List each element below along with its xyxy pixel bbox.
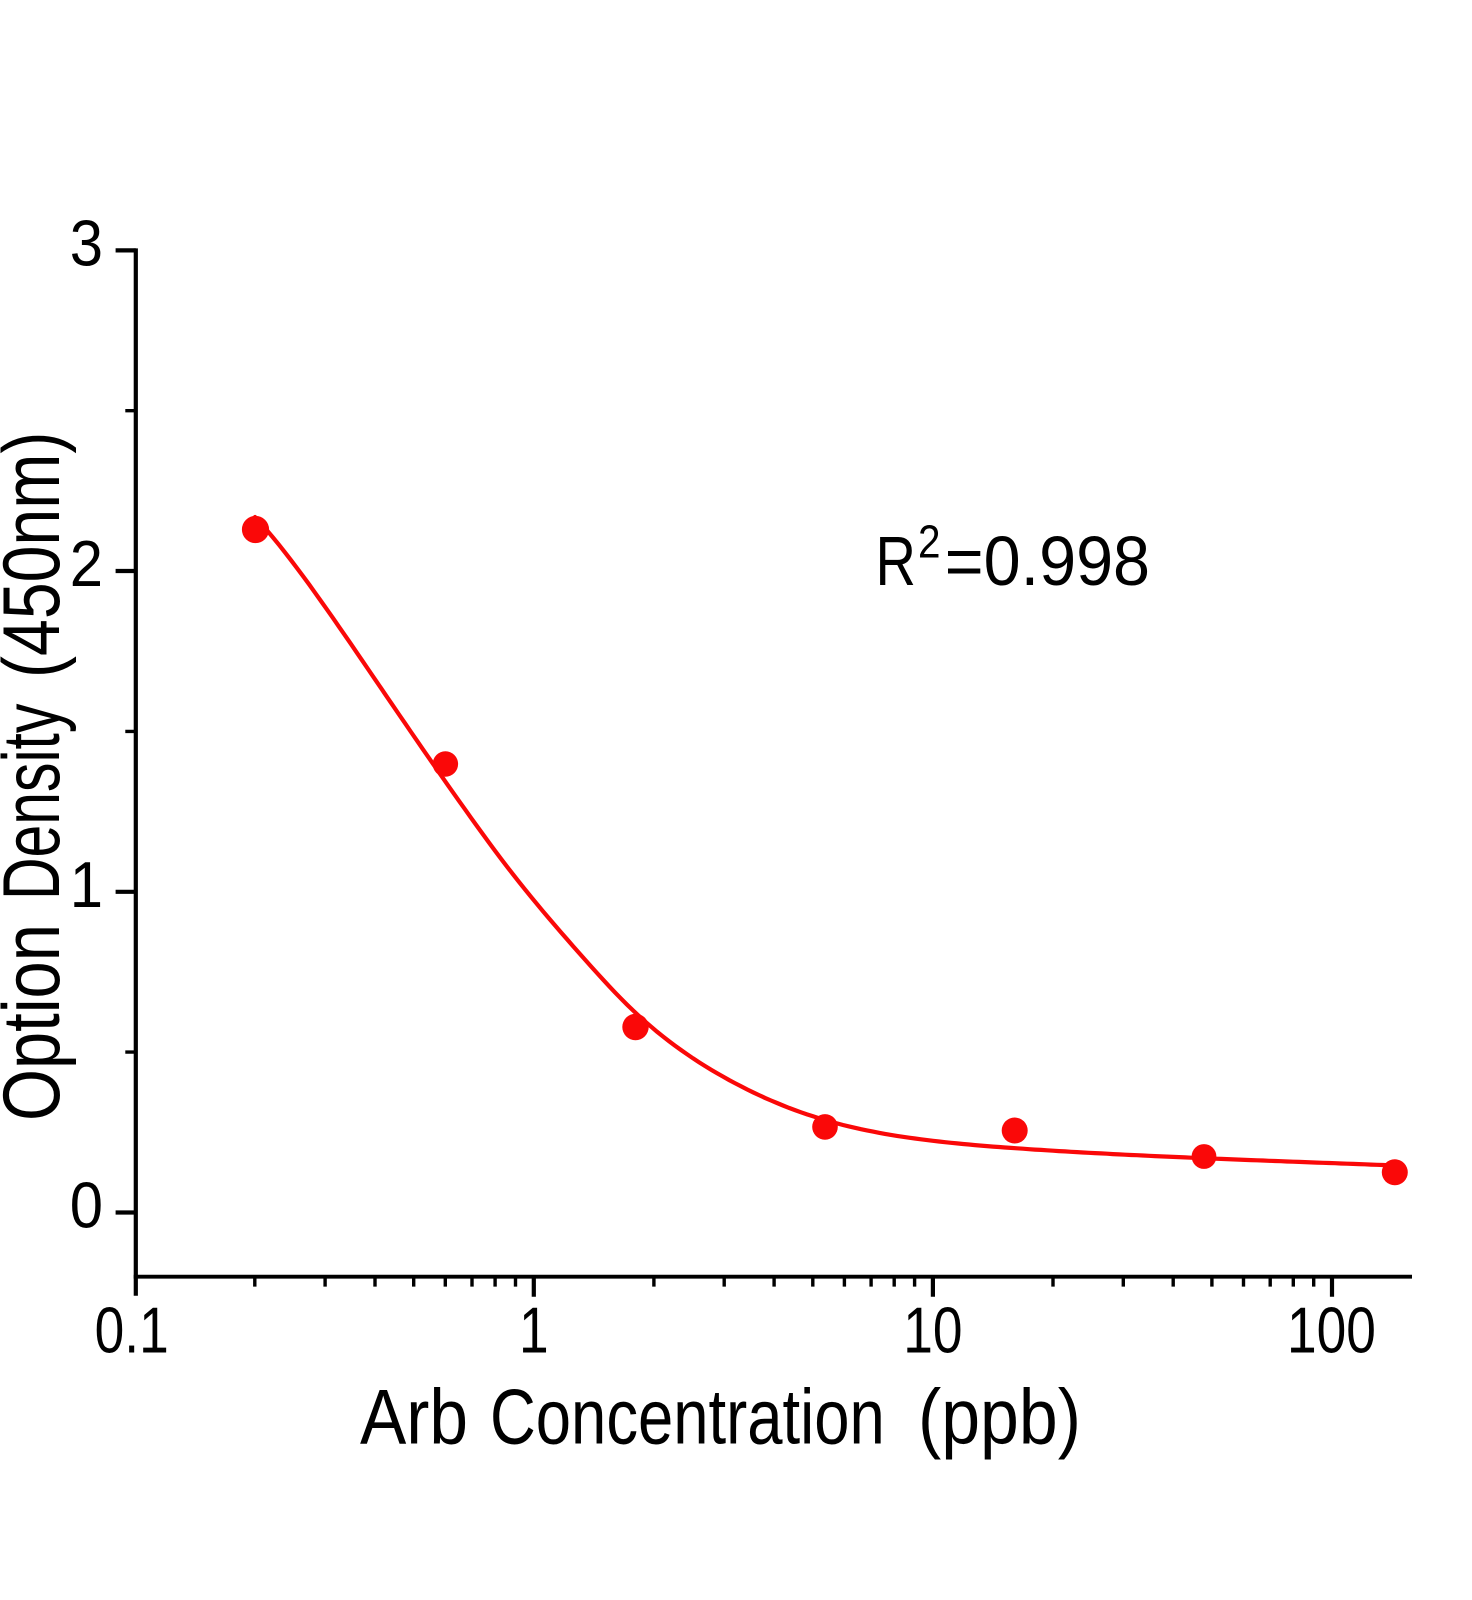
svg-text:1: 1 (519, 1294, 549, 1367)
svg-text:(ppb): (ppb) (918, 1373, 1081, 1460)
svg-text:10: 10 (903, 1294, 962, 1367)
svg-text:Arb: Arb (360, 1373, 468, 1461)
svg-text:=0.998: =0.998 (945, 522, 1150, 600)
svg-text:0.1: 0.1 (95, 1294, 169, 1367)
svg-text:100: 100 (1287, 1294, 1376, 1367)
svg-text:R: R (876, 523, 916, 600)
svg-text:Density: Density (0, 703, 77, 900)
svg-text:(450nm): (450nm) (0, 432, 77, 678)
svg-text:1: 1 (70, 849, 103, 922)
svg-text:3: 3 (70, 207, 103, 280)
svg-text:2: 2 (918, 517, 941, 568)
svg-text:0: 0 (70, 1169, 103, 1242)
svg-text:Option: Option (0, 924, 76, 1121)
svg-text:Concentration: Concentration (490, 1374, 885, 1461)
svg-text:2: 2 (70, 528, 103, 601)
